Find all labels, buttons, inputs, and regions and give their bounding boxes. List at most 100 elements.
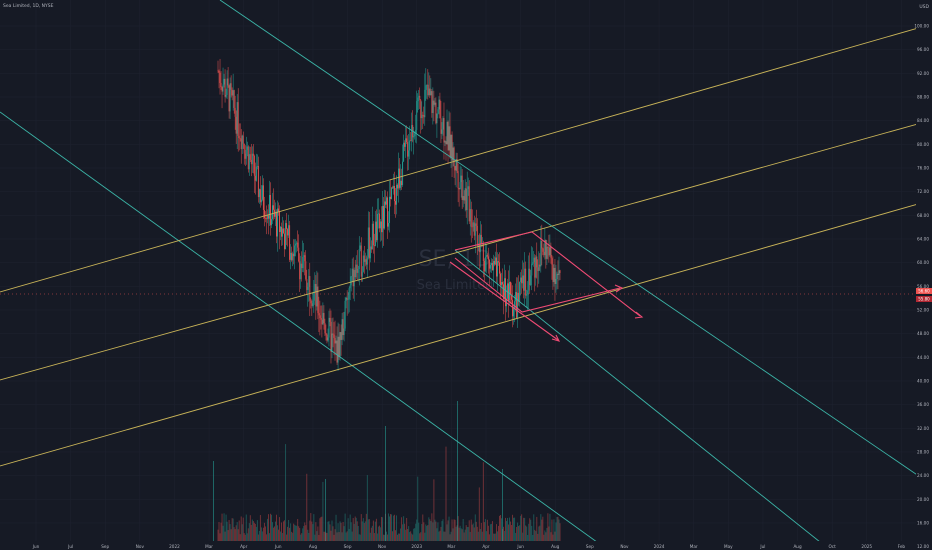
volume-bar — [395, 530, 397, 541]
pink-arrow-drawings[interactable] — [449, 231, 644, 342]
yellow-channel[interactable] — [0, 23, 932, 467]
volume-bar — [225, 514, 227, 541]
candle-body — [460, 175, 462, 183]
price-axis[interactable]: USD 100.00 96.00 92.00 88.00 84.00 80.00 76.00… — [914, 0, 932, 550]
yellow-channel-upper-line[interactable] — [0, 23, 932, 293]
volume-bar — [381, 517, 383, 541]
volume-bar — [521, 514, 523, 541]
volume-bar — [315, 522, 317, 541]
candle-body — [345, 297, 347, 301]
symbol-legend[interactable]: Sea Limited, 1D, NYSE — [3, 3, 54, 9]
volume-bar — [462, 519, 464, 541]
volume-bar — [530, 519, 532, 541]
pink-arrow-path-2[interactable] — [454, 257, 621, 313]
last-price-badge — [916, 288, 932, 294]
time-axis[interactable]: Jun Jul Sep Nov 2022 Mar Apr Jun Aug Sep Nov 2023 Ma… — [0, 541, 916, 550]
volume-bar — [404, 523, 406, 541]
volume-bar — [362, 518, 364, 541]
volume-bar — [330, 530, 332, 541]
price-tick-label: 64.00 — [917, 236, 929, 241]
volume-bar — [411, 533, 413, 541]
candle-body — [306, 278, 308, 290]
candle-body — [423, 115, 425, 118]
volume-bar — [256, 520, 258, 541]
candle-body — [405, 138, 407, 147]
time-tick-label: Sep — [101, 544, 109, 549]
volume-bar — [261, 531, 263, 541]
candle-body — [418, 95, 420, 98]
candle-body — [524, 268, 526, 291]
candle-body — [218, 70, 220, 73]
volume-bar — [495, 524, 497, 541]
volume-bar — [559, 523, 561, 541]
time-tick-label: Aug — [793, 544, 802, 549]
volume-bar — [374, 521, 376, 541]
candle-body — [222, 84, 224, 92]
teal-channel-upper-line[interactable] — [219, 0, 932, 486]
volume-bar — [503, 526, 504, 541]
candle-body — [448, 126, 450, 151]
price-tick-label: 52.00 — [917, 307, 929, 312]
candle-body — [444, 141, 446, 143]
candle-body — [305, 261, 307, 279]
time-tick-label: Oct — [829, 544, 837, 549]
volume-bar — [346, 531, 348, 541]
volume-bar — [366, 475, 368, 541]
yellow-channel-lower-line[interactable] — [0, 199, 932, 467]
candle-body — [226, 78, 228, 95]
candle-body — [410, 140, 412, 142]
candle-body — [542, 248, 544, 252]
volume-bar — [529, 518, 531, 541]
candle-body — [372, 223, 374, 246]
candle-body — [487, 256, 489, 260]
yellow-channel-mid-line[interactable] — [0, 119, 932, 381]
volume-bar — [233, 527, 235, 541]
candle-body — [323, 312, 325, 324]
volume-bar — [425, 524, 427, 541]
volume-bar — [514, 517, 516, 541]
time-tick-label: Nov — [378, 544, 387, 549]
volume-bar — [430, 520, 432, 541]
candle-body — [554, 267, 556, 284]
volume-bar — [375, 518, 377, 541]
pink-arrow-path-1[interactable] — [454, 231, 641, 317]
teal-channel-mid-line[interactable] — [454, 249, 831, 550]
time-tick-label: Mar — [690, 544, 698, 549]
candle-body — [263, 209, 265, 219]
volume-bar — [434, 519, 436, 541]
candle-body — [220, 82, 222, 88]
candle-body — [320, 318, 322, 320]
candle-body — [321, 319, 323, 325]
candle-body — [398, 168, 400, 189]
volume-bar — [470, 519, 472, 541]
volume-bar — [442, 519, 444, 541]
volume-bar — [463, 532, 465, 541]
candle-body — [244, 153, 246, 159]
volume-bar — [412, 534, 414, 541]
volume-bar — [376, 533, 378, 541]
candle-body — [326, 334, 328, 341]
candle-body — [298, 247, 300, 262]
candle-body — [387, 197, 388, 227]
candle-body — [557, 273, 559, 275]
volume-bar — [549, 513, 551, 541]
pink-arrow-path-3[interactable] — [449, 261, 559, 341]
volume-bar — [377, 526, 379, 541]
candle-body — [339, 332, 341, 358]
price-tick-label: 28.00 — [917, 449, 929, 454]
candle-body — [451, 134, 453, 161]
volume-bar — [278, 529, 279, 541]
candle-body — [539, 264, 541, 267]
volume-bar — [449, 534, 451, 541]
volume-bar — [254, 523, 256, 541]
price-tick-label: 100.00 — [914, 24, 929, 29]
candle-body — [316, 286, 318, 307]
candle-body — [342, 319, 344, 336]
teal-channel-lower-line[interactable] — [0, 111, 609, 550]
candle-body — [363, 255, 365, 262]
candle-body — [518, 292, 520, 302]
candle-body — [319, 315, 321, 319]
volume-bar — [513, 517, 515, 541]
